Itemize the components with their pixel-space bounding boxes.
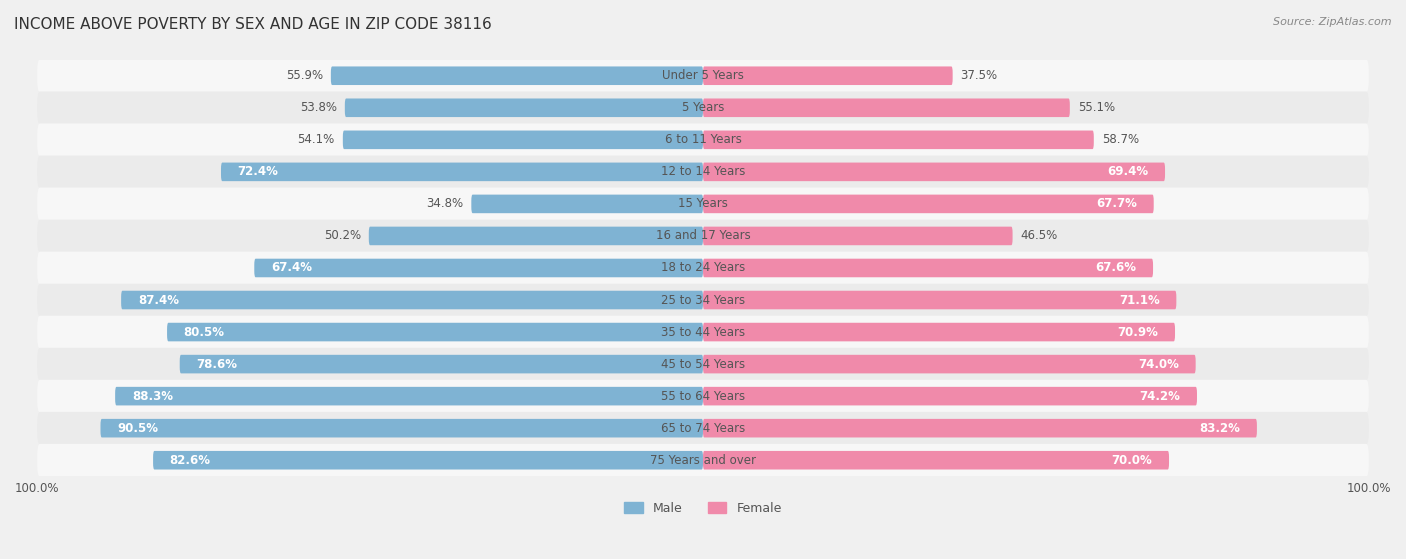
FancyBboxPatch shape (37, 59, 1369, 92)
FancyBboxPatch shape (37, 220, 1369, 252)
FancyBboxPatch shape (703, 451, 1168, 470)
Text: 5 Years: 5 Years (682, 101, 724, 114)
Text: 67.7%: 67.7% (1097, 197, 1137, 210)
FancyBboxPatch shape (121, 291, 703, 309)
Text: 67.6%: 67.6% (1095, 262, 1136, 274)
FancyBboxPatch shape (37, 412, 1369, 444)
FancyBboxPatch shape (703, 195, 1154, 213)
Text: 6 to 11 Years: 6 to 11 Years (665, 133, 741, 146)
Text: 16 and 17 Years: 16 and 17 Years (655, 229, 751, 243)
FancyBboxPatch shape (254, 259, 703, 277)
Text: 55.9%: 55.9% (285, 69, 323, 82)
Text: 83.2%: 83.2% (1199, 421, 1240, 435)
FancyBboxPatch shape (37, 124, 1369, 156)
Text: 70.9%: 70.9% (1118, 325, 1159, 339)
Text: 46.5%: 46.5% (1021, 229, 1057, 243)
FancyBboxPatch shape (703, 323, 1175, 342)
Text: 35 to 44 Years: 35 to 44 Years (661, 325, 745, 339)
Text: 74.0%: 74.0% (1137, 358, 1180, 371)
FancyBboxPatch shape (37, 316, 1369, 348)
Text: 65 to 74 Years: 65 to 74 Years (661, 421, 745, 435)
FancyBboxPatch shape (703, 98, 1070, 117)
Text: 88.3%: 88.3% (132, 390, 173, 402)
FancyBboxPatch shape (115, 387, 703, 405)
Text: 67.4%: 67.4% (271, 262, 312, 274)
FancyBboxPatch shape (703, 355, 1195, 373)
FancyBboxPatch shape (180, 355, 703, 373)
Text: 70.0%: 70.0% (1112, 454, 1153, 467)
FancyBboxPatch shape (703, 67, 953, 85)
Text: 71.1%: 71.1% (1119, 293, 1160, 306)
FancyBboxPatch shape (368, 226, 703, 245)
FancyBboxPatch shape (153, 451, 703, 470)
FancyBboxPatch shape (703, 226, 1012, 245)
Text: 82.6%: 82.6% (170, 454, 211, 467)
FancyBboxPatch shape (471, 195, 703, 213)
FancyBboxPatch shape (100, 419, 703, 438)
Text: Under 5 Years: Under 5 Years (662, 69, 744, 82)
Text: 15 Years: 15 Years (678, 197, 728, 210)
Text: 72.4%: 72.4% (238, 165, 278, 178)
Text: 37.5%: 37.5% (960, 69, 998, 82)
Text: 78.6%: 78.6% (197, 358, 238, 371)
FancyBboxPatch shape (703, 131, 1094, 149)
Legend: Male, Female: Male, Female (619, 497, 787, 520)
FancyBboxPatch shape (703, 419, 1257, 438)
Text: 80.5%: 80.5% (184, 325, 225, 339)
Text: 25 to 34 Years: 25 to 34 Years (661, 293, 745, 306)
FancyBboxPatch shape (37, 283, 1369, 316)
Text: 87.4%: 87.4% (138, 293, 179, 306)
FancyBboxPatch shape (37, 348, 1369, 381)
Text: 58.7%: 58.7% (1102, 133, 1139, 146)
FancyBboxPatch shape (344, 98, 703, 117)
Text: 50.2%: 50.2% (323, 229, 361, 243)
FancyBboxPatch shape (703, 291, 1177, 309)
FancyBboxPatch shape (343, 131, 703, 149)
Text: 55.1%: 55.1% (1078, 101, 1115, 114)
FancyBboxPatch shape (37, 444, 1369, 477)
Text: 12 to 14 Years: 12 to 14 Years (661, 165, 745, 178)
FancyBboxPatch shape (703, 259, 1153, 277)
FancyBboxPatch shape (37, 188, 1369, 220)
FancyBboxPatch shape (703, 387, 1197, 405)
FancyBboxPatch shape (703, 163, 1166, 181)
Text: 90.5%: 90.5% (117, 421, 157, 435)
Text: 54.1%: 54.1% (298, 133, 335, 146)
FancyBboxPatch shape (37, 92, 1369, 124)
Text: 75 Years and over: 75 Years and over (650, 454, 756, 467)
Text: 53.8%: 53.8% (299, 101, 337, 114)
Text: 69.4%: 69.4% (1108, 165, 1149, 178)
Text: 34.8%: 34.8% (426, 197, 464, 210)
FancyBboxPatch shape (37, 380, 1369, 413)
FancyBboxPatch shape (37, 252, 1369, 285)
Text: 74.2%: 74.2% (1139, 390, 1181, 402)
Text: Source: ZipAtlas.com: Source: ZipAtlas.com (1274, 17, 1392, 27)
FancyBboxPatch shape (221, 163, 703, 181)
Text: 18 to 24 Years: 18 to 24 Years (661, 262, 745, 274)
FancyBboxPatch shape (37, 155, 1369, 188)
Text: 55 to 64 Years: 55 to 64 Years (661, 390, 745, 402)
Text: 45 to 54 Years: 45 to 54 Years (661, 358, 745, 371)
FancyBboxPatch shape (167, 323, 703, 342)
FancyBboxPatch shape (330, 67, 703, 85)
Text: INCOME ABOVE POVERTY BY SEX AND AGE IN ZIP CODE 38116: INCOME ABOVE POVERTY BY SEX AND AGE IN Z… (14, 17, 492, 32)
